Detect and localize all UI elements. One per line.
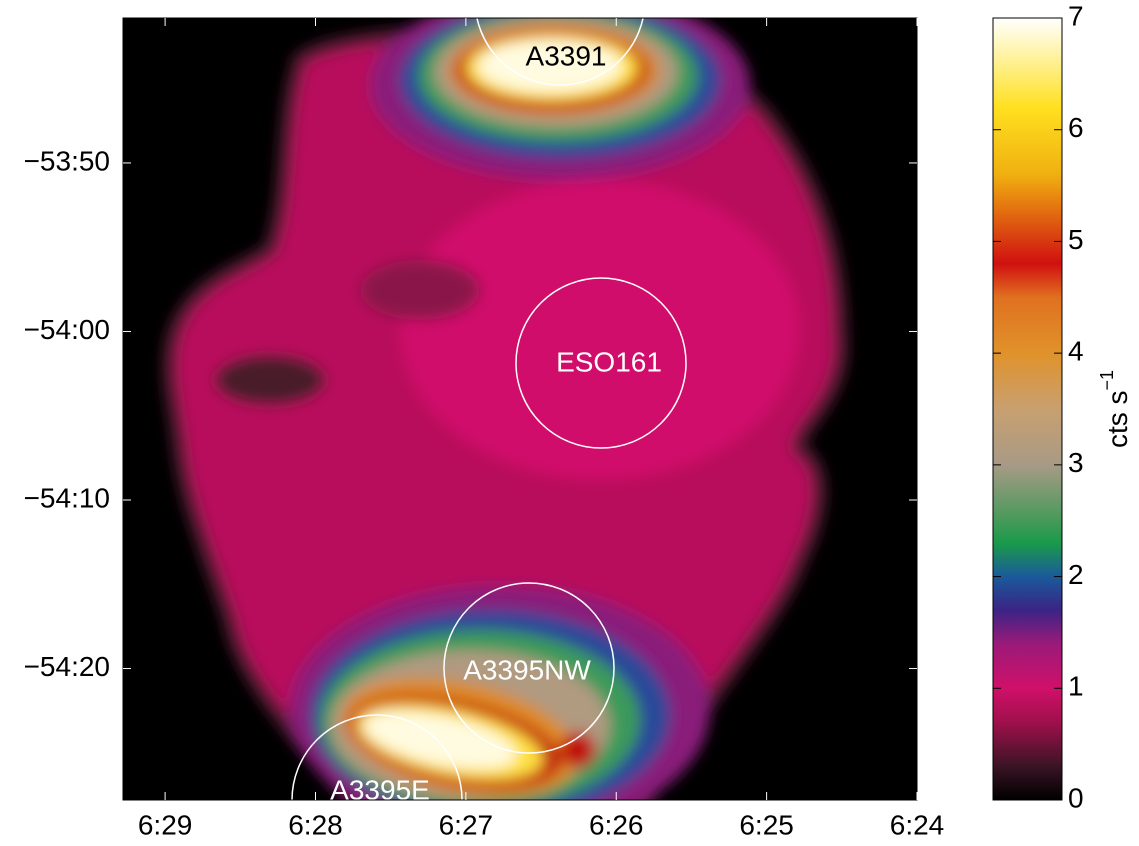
colorbar-tick-label: 3 — [1068, 447, 1084, 478]
colorbar-tick-label: 4 — [1068, 336, 1084, 367]
plot-frame — [122, 17, 918, 801]
annotation: ESO161 — [556, 346, 662, 377]
y-tick-label: −54:00 — [24, 314, 110, 345]
colorbar-tick-label: 7 — [1068, 0, 1084, 31]
x-tick-label: 6:24 — [890, 809, 945, 840]
y-tick-label: −53:50 — [24, 145, 110, 176]
colorbar-label-superscript: −1 — [1097, 370, 1117, 391]
annotation: A3391 — [526, 40, 607, 71]
colorbar-tick-label: 0 — [1068, 782, 1084, 813]
annotation: A3395E — [330, 774, 430, 805]
colorbar-tick-label: 1 — [1068, 671, 1084, 702]
colorbar — [992, 17, 1063, 801]
x-tick-label: 6:29 — [138, 809, 193, 840]
colorbar-tick-label: 5 — [1068, 224, 1084, 255]
colorbar-label: cts s−1 — [1097, 370, 1134, 448]
x-tick-label: 6:28 — [288, 809, 343, 840]
x-tick-label: 6:26 — [589, 809, 644, 840]
y-tick-label: −54:20 — [24, 651, 110, 682]
image: A3391 ESO161 A3395NW A3395E — [123, 18, 917, 805]
colorbar-tick-label: 6 — [1068, 112, 1084, 143]
x-tick-label: 6:25 — [739, 809, 794, 840]
x-tick-label: 6:27 — [439, 809, 494, 840]
colorbar-label-text: cts s — [1102, 390, 1133, 448]
colorbar-tick-label: 2 — [1068, 559, 1084, 590]
annotation: A3395NW — [463, 654, 591, 685]
y-tick-label: −54:10 — [24, 482, 110, 513]
